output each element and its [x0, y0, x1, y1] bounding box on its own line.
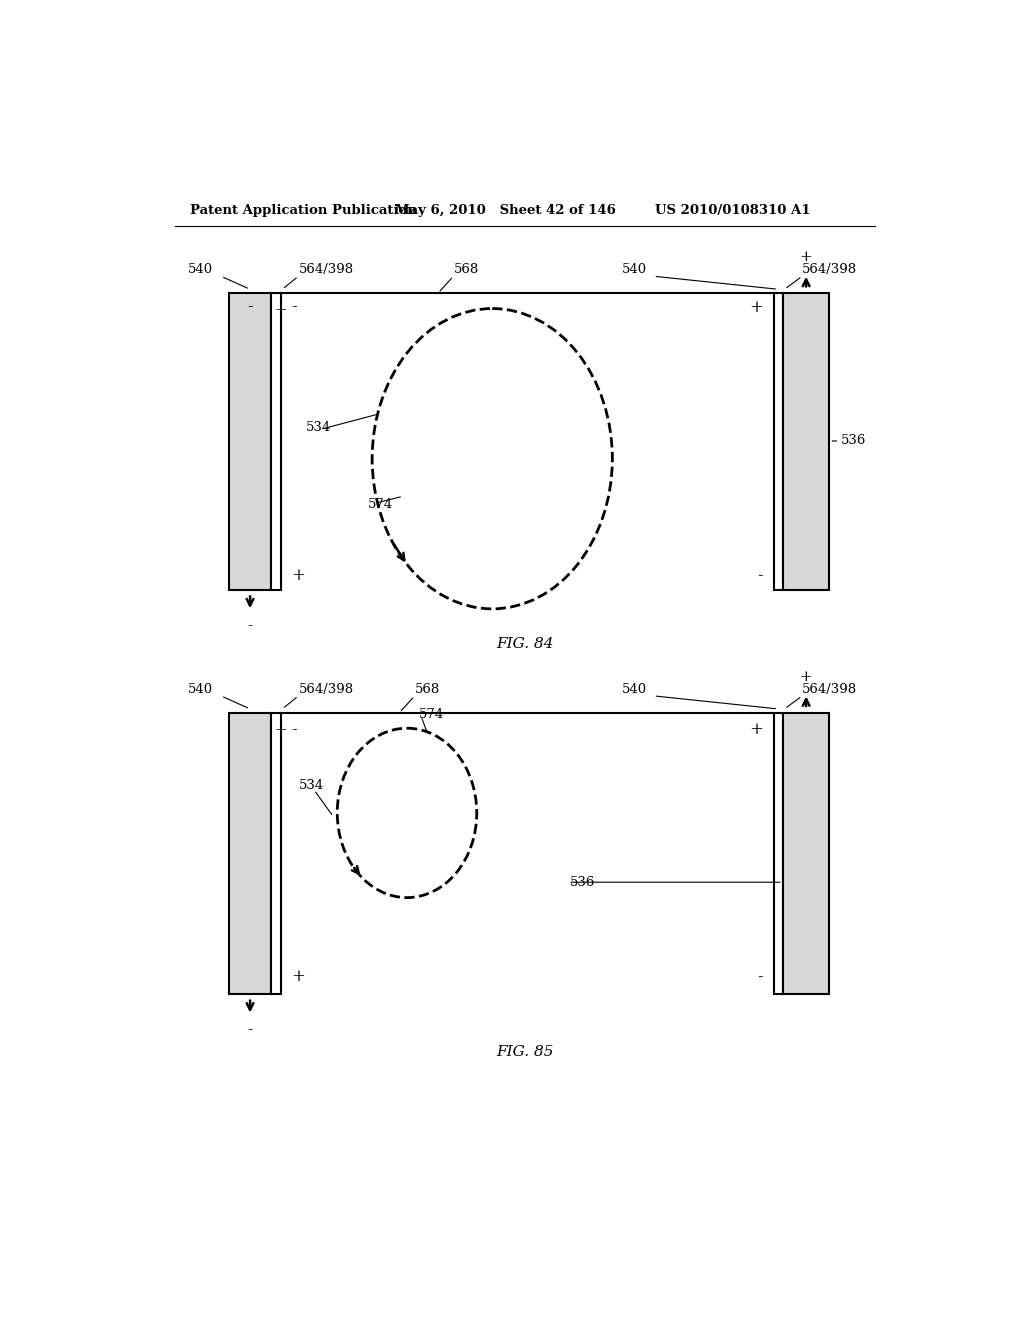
- Text: 536: 536: [569, 875, 595, 888]
- Text: -: -: [247, 298, 253, 315]
- Text: 534: 534: [299, 779, 324, 792]
- Text: FIG. 85: FIG. 85: [496, 1044, 554, 1059]
- Bar: [228, 713, 271, 994]
- Text: FIG. 84: FIG. 84: [496, 636, 554, 651]
- Text: 564/398: 564/398: [802, 263, 857, 276]
- Text: -: -: [292, 721, 297, 738]
- Text: 574: 574: [419, 708, 443, 721]
- Text: -: -: [248, 619, 253, 632]
- Text: 534: 534: [306, 421, 332, 434]
- Text: 536: 536: [841, 434, 866, 447]
- Text: +: +: [800, 669, 812, 684]
- Bar: [773, 713, 783, 994]
- Text: -: -: [292, 298, 297, 315]
- Text: -: -: [248, 1023, 253, 1038]
- Text: +: +: [292, 568, 305, 585]
- Text: 564/398: 564/398: [299, 263, 353, 276]
- Bar: [773, 293, 783, 590]
- Bar: [783, 293, 829, 590]
- Text: 540: 540: [188, 263, 213, 276]
- Text: -: -: [757, 969, 763, 986]
- Text: 574: 574: [369, 499, 393, 511]
- Text: +: +: [292, 969, 305, 986]
- Text: +: +: [749, 721, 763, 738]
- Bar: [228, 293, 271, 590]
- Bar: [271, 713, 281, 994]
- Text: 568: 568: [454, 263, 479, 276]
- Text: +: +: [749, 298, 763, 315]
- Text: 564/398: 564/398: [802, 682, 857, 696]
- Text: 568: 568: [415, 682, 440, 696]
- Text: 540: 540: [623, 682, 647, 696]
- Text: Patent Application Publication: Patent Application Publication: [190, 205, 417, 218]
- Text: +: +: [274, 723, 287, 737]
- Text: +: +: [274, 304, 287, 317]
- Text: -: -: [757, 568, 763, 585]
- Text: 540: 540: [623, 263, 647, 276]
- Bar: [783, 713, 829, 994]
- Text: May 6, 2010   Sheet 42 of 146: May 6, 2010 Sheet 42 of 146: [395, 205, 616, 218]
- Text: 564/398: 564/398: [299, 682, 353, 696]
- Text: 540: 540: [188, 682, 213, 696]
- Text: US 2010/0108310 A1: US 2010/0108310 A1: [655, 205, 811, 218]
- Text: +: +: [800, 249, 812, 264]
- Bar: [271, 293, 281, 590]
